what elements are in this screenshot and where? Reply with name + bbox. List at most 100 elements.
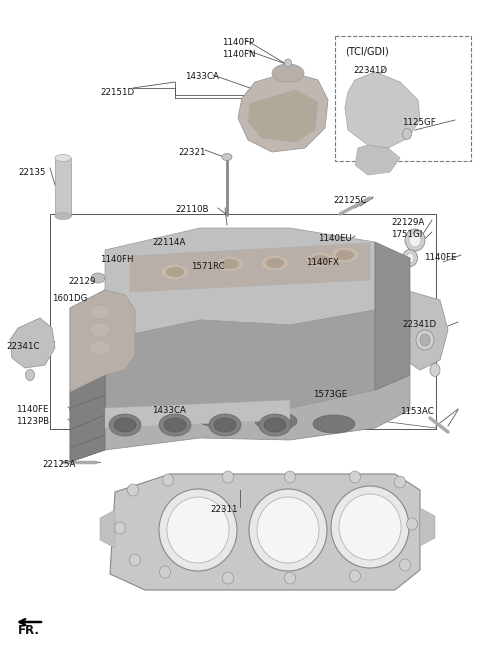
Ellipse shape: [197, 409, 239, 427]
Polygon shape: [405, 290, 448, 370]
Polygon shape: [70, 290, 105, 430]
Polygon shape: [105, 400, 290, 428]
Ellipse shape: [223, 572, 233, 584]
Text: 1153AC: 1153AC: [400, 407, 434, 416]
Polygon shape: [70, 290, 135, 392]
Text: 1140FE: 1140FE: [424, 253, 456, 262]
Ellipse shape: [308, 256, 322, 264]
Ellipse shape: [166, 267, 184, 277]
Text: 22110B: 22110B: [175, 205, 208, 214]
Ellipse shape: [114, 418, 136, 432]
Text: 1751GI: 1751GI: [391, 230, 422, 239]
Ellipse shape: [272, 64, 304, 82]
Ellipse shape: [249, 489, 327, 571]
Text: 1125GF: 1125GF: [402, 118, 436, 127]
Polygon shape: [345, 72, 420, 148]
Ellipse shape: [331, 486, 409, 568]
Ellipse shape: [313, 415, 355, 433]
Bar: [335, 36, 471, 161]
Polygon shape: [70, 395, 105, 430]
Polygon shape: [70, 375, 105, 412]
Ellipse shape: [164, 418, 186, 432]
Polygon shape: [420, 508, 435, 546]
Text: 1601DG: 1601DG: [52, 294, 87, 303]
Polygon shape: [70, 435, 105, 462]
Ellipse shape: [159, 414, 191, 436]
Text: FR.: FR.: [18, 624, 40, 637]
Ellipse shape: [259, 414, 291, 436]
Ellipse shape: [331, 244, 345, 252]
Text: 1140FN: 1140FN: [222, 50, 255, 59]
Ellipse shape: [222, 154, 232, 161]
Polygon shape: [100, 510, 115, 548]
Text: 22341D: 22341D: [353, 66, 387, 75]
Ellipse shape: [420, 334, 430, 346]
Ellipse shape: [128, 484, 139, 496]
Ellipse shape: [403, 249, 418, 266]
Ellipse shape: [139, 406, 181, 424]
Ellipse shape: [25, 369, 35, 380]
Ellipse shape: [221, 259, 239, 269]
Ellipse shape: [266, 258, 284, 268]
Ellipse shape: [130, 554, 141, 566]
Polygon shape: [130, 243, 370, 292]
Ellipse shape: [339, 494, 401, 560]
Bar: [50, 214, 436, 429]
Ellipse shape: [255, 412, 297, 430]
Ellipse shape: [216, 256, 244, 272]
Text: 22341D: 22341D: [402, 320, 436, 329]
Bar: [55, 158, 71, 216]
Ellipse shape: [225, 307, 233, 317]
Ellipse shape: [167, 497, 229, 563]
Ellipse shape: [159, 566, 170, 578]
Text: 22114A: 22114A: [152, 238, 185, 247]
Text: 1140FP: 1140FP: [222, 38, 254, 47]
Text: 22311: 22311: [210, 505, 238, 514]
Text: 22341C: 22341C: [6, 342, 39, 351]
Ellipse shape: [405, 229, 425, 251]
Ellipse shape: [91, 273, 105, 283]
Ellipse shape: [214, 418, 236, 432]
Ellipse shape: [349, 570, 360, 582]
Text: 1140EU: 1140EU: [318, 234, 352, 243]
Text: 22151D: 22151D: [100, 88, 134, 97]
Ellipse shape: [223, 471, 233, 483]
Text: 1140FE: 1140FE: [16, 405, 48, 414]
Ellipse shape: [406, 253, 414, 263]
Ellipse shape: [399, 559, 410, 571]
Ellipse shape: [224, 408, 230, 416]
Ellipse shape: [336, 250, 354, 260]
Text: 22125C: 22125C: [333, 196, 367, 205]
Ellipse shape: [90, 341, 110, 355]
Text: 1573GE: 1573GE: [313, 390, 347, 399]
Ellipse shape: [209, 414, 241, 436]
Ellipse shape: [163, 474, 173, 486]
Text: 22125A: 22125A: [42, 460, 75, 469]
Ellipse shape: [430, 363, 440, 377]
Ellipse shape: [188, 241, 202, 249]
Polygon shape: [375, 242, 410, 390]
Polygon shape: [105, 228, 375, 340]
Ellipse shape: [306, 252, 334, 268]
Ellipse shape: [311, 255, 329, 265]
Text: (TCI/GDI): (TCI/GDI): [345, 46, 389, 56]
Ellipse shape: [261, 255, 289, 271]
Ellipse shape: [159, 489, 237, 571]
Polygon shape: [70, 415, 105, 448]
Polygon shape: [238, 72, 328, 152]
Text: 1433CA: 1433CA: [185, 72, 219, 81]
Text: 22135: 22135: [18, 168, 46, 177]
Text: 1123PB: 1123PB: [16, 417, 49, 426]
Polygon shape: [105, 310, 375, 415]
Ellipse shape: [331, 247, 359, 263]
Ellipse shape: [115, 522, 125, 534]
Polygon shape: [110, 474, 420, 590]
Ellipse shape: [416, 330, 434, 350]
Text: 1433CA: 1433CA: [152, 406, 186, 415]
Text: 1571RC: 1571RC: [191, 262, 225, 271]
Ellipse shape: [55, 213, 71, 220]
Ellipse shape: [161, 264, 189, 280]
Ellipse shape: [409, 233, 421, 247]
Ellipse shape: [285, 572, 296, 584]
Polygon shape: [355, 145, 400, 175]
